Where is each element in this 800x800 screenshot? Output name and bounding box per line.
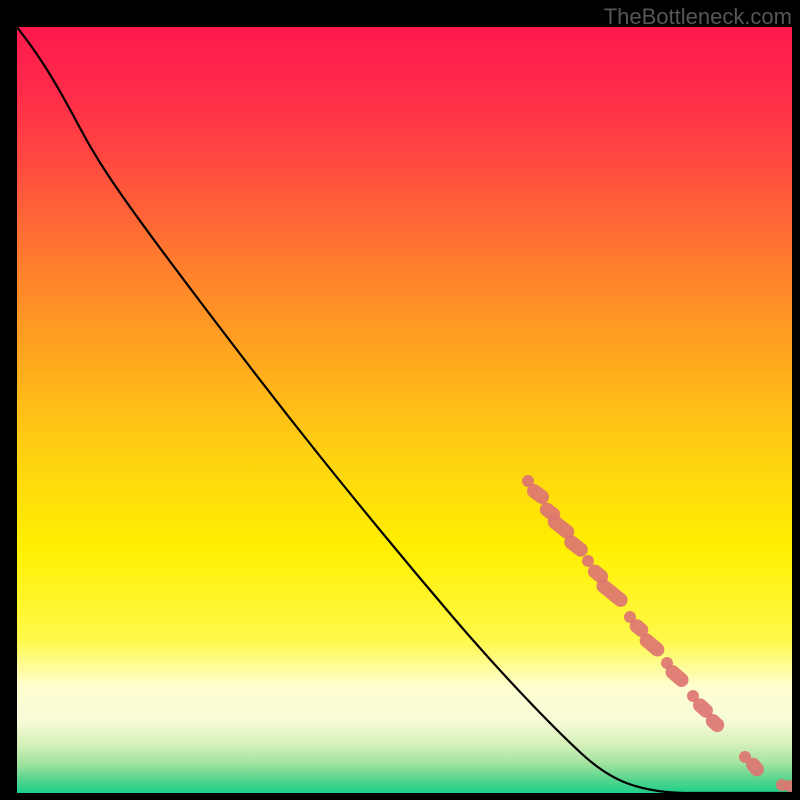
watermark-text: TheBottleneck.com [604, 4, 792, 30]
chart-container: TheBottleneck.com [0, 0, 800, 800]
data-marker [784, 780, 792, 792]
plot-area [17, 27, 792, 793]
